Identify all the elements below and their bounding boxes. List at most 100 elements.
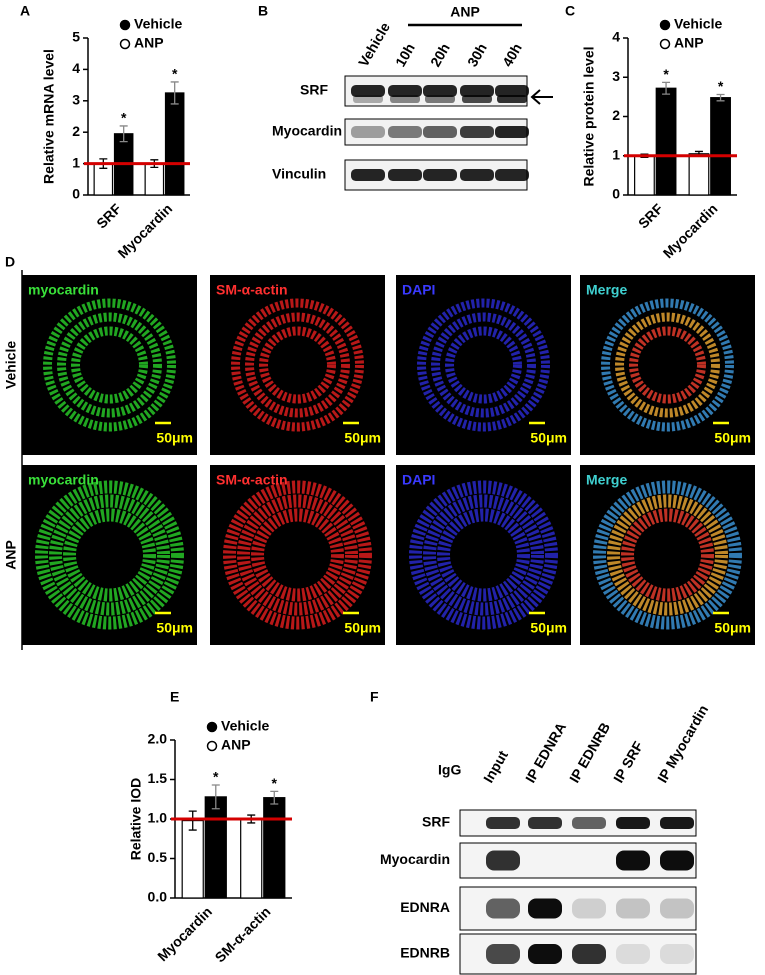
blot-band xyxy=(660,898,694,919)
y-tick-label: 0.5 xyxy=(148,849,168,865)
x-tick-label: SRF xyxy=(635,200,666,231)
x-tick-label: Myocardin xyxy=(660,200,721,261)
blot-band xyxy=(660,850,694,871)
legend-marker xyxy=(206,721,218,733)
panel-label: E xyxy=(170,689,179,705)
y-tick-label: 2 xyxy=(612,107,620,123)
stain-label: SM-α-actin xyxy=(216,472,288,488)
blot-band xyxy=(660,944,694,964)
tissue-ring xyxy=(601,298,734,432)
column-label: IP EDNRA xyxy=(522,720,569,786)
tissue-ring xyxy=(417,298,550,432)
x-tick-label: Myocardin xyxy=(114,200,175,261)
row-label: Myocardin xyxy=(380,851,450,867)
lumen xyxy=(283,351,312,379)
tissue-ring xyxy=(43,298,176,432)
column-label: Input xyxy=(480,747,511,785)
tissue-ring xyxy=(223,480,372,630)
x-tick-label: SM-α-actin xyxy=(212,903,274,965)
blot-band xyxy=(616,850,650,871)
column-label: IP EDNRB xyxy=(566,720,613,786)
scale-label: 50μm xyxy=(156,620,193,636)
y-tick-label: 0.0 xyxy=(148,889,168,905)
tissue-ring xyxy=(57,312,162,418)
blot-band xyxy=(616,944,650,964)
blot-band xyxy=(572,944,606,964)
tissue-ring xyxy=(63,508,156,602)
group-label: ANP xyxy=(450,4,480,20)
error-bar xyxy=(662,81,671,95)
y-tick-label: 3 xyxy=(72,92,80,108)
bar xyxy=(688,153,710,196)
bar xyxy=(710,97,731,196)
blot-band xyxy=(572,898,606,919)
error-bar xyxy=(119,125,128,143)
y-tick-label: 1.0 xyxy=(148,810,168,826)
column-label: 40h xyxy=(499,40,525,69)
tissue-ring xyxy=(231,298,364,432)
blot-band xyxy=(460,169,494,181)
column-label: 20h xyxy=(427,40,453,69)
blot-band xyxy=(462,95,492,103)
error-bar xyxy=(716,93,725,102)
legend-label: ANP xyxy=(134,35,164,51)
tissue-ring xyxy=(431,312,536,418)
significance-mark: * xyxy=(121,110,127,126)
lumen xyxy=(653,351,682,379)
arrow xyxy=(530,89,553,105)
blot-band xyxy=(388,169,422,181)
stain-label: Merge xyxy=(586,282,627,298)
tissue-ring xyxy=(445,326,522,404)
row-label: Vinculin xyxy=(272,166,326,182)
lumen xyxy=(469,351,498,379)
blot-band xyxy=(460,85,494,97)
blot-band xyxy=(528,944,562,964)
scale-label: 50μm xyxy=(714,620,751,636)
bar xyxy=(655,87,677,196)
tissue-ring xyxy=(593,480,742,630)
panel-label: F xyxy=(370,689,379,705)
blot-band xyxy=(353,95,383,103)
stain-label: DAPI xyxy=(402,282,435,298)
lumen xyxy=(637,525,698,585)
y-tick-label: 0 xyxy=(72,186,80,202)
panel-label: A xyxy=(20,3,30,19)
legend-marker xyxy=(119,19,131,31)
y-tick-label: 0 xyxy=(612,186,620,202)
blot-band xyxy=(423,169,457,181)
lumen xyxy=(453,525,514,585)
y-tick-label: 1 xyxy=(72,154,80,170)
blot-band xyxy=(388,85,422,97)
tissue-ring xyxy=(49,494,170,616)
scale-label: 50μm xyxy=(714,430,751,446)
blot-band xyxy=(616,898,650,919)
blot-band xyxy=(495,126,529,138)
y-tick-label: 4 xyxy=(612,29,620,45)
blot-band xyxy=(486,817,520,829)
blot-band xyxy=(495,169,529,181)
y-tick-label: 1.5 xyxy=(148,770,168,786)
error-bar xyxy=(211,784,220,810)
blot-band xyxy=(497,95,527,103)
tissue-ring xyxy=(615,312,720,418)
tissue-ring xyxy=(259,326,336,404)
legend-label: Vehicle xyxy=(221,718,269,734)
stain-label: Merge xyxy=(586,472,627,488)
panel-label: D xyxy=(5,254,15,270)
scale-label: 50μm xyxy=(344,620,381,636)
y-tick-label: 2.0 xyxy=(148,731,168,747)
legend-label: Vehicle xyxy=(674,16,722,32)
y-axis-label: Relative mRNA level xyxy=(41,49,57,184)
panel-label: B xyxy=(258,3,268,19)
tissue-ring xyxy=(621,508,714,602)
column-label: IgG xyxy=(438,762,461,778)
y-tick-label: 1 xyxy=(612,146,620,162)
tissue-ring xyxy=(245,312,350,418)
blot-band xyxy=(460,126,494,138)
tissue-ring xyxy=(409,480,558,630)
tissue-ring xyxy=(35,480,184,630)
stain-label: SM-α-actin xyxy=(216,282,288,298)
column-label: 30h xyxy=(464,40,490,69)
blot-band xyxy=(425,95,455,103)
blot-band xyxy=(388,126,422,138)
